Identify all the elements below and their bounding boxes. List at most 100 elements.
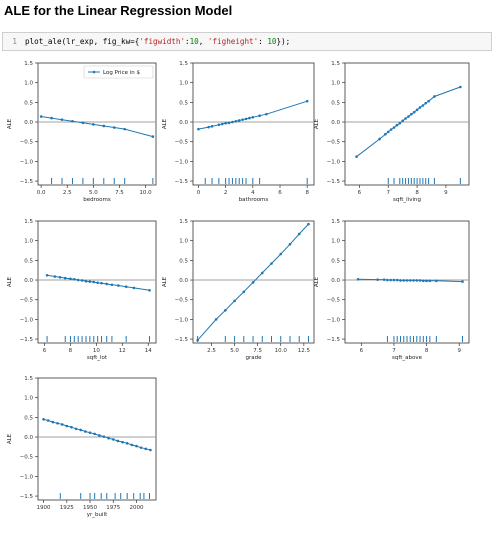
- ale-data-point: [395, 123, 399, 127]
- x-tick-label: 8: [305, 190, 309, 196]
- ale-data-point: [251, 281, 255, 284]
- ale-data-point: [92, 280, 96, 284]
- code-token: });: [276, 37, 291, 46]
- y-tick-label: 1.5: [331, 219, 340, 225]
- y-tick-label: 1.5: [24, 219, 33, 225]
- y-tick-label: −1.0: [175, 159, 189, 165]
- ale-data-point: [412, 110, 416, 114]
- y-tick-label: 1.0: [179, 239, 188, 245]
- ale-data-point: [425, 279, 428, 283]
- y-tick-label: 0.5: [24, 415, 33, 421]
- ale-data-point: [279, 252, 283, 256]
- ale-data-point: [415, 108, 419, 112]
- ale-data-point: [69, 277, 72, 281]
- ale-data-point: [260, 271, 264, 275]
- ale-series-line: [198, 100, 308, 130]
- ale-data-point: [237, 119, 241, 122]
- ale-data-point: [392, 278, 396, 282]
- code-token: ,: [198, 37, 208, 46]
- y-tick-label: −0.5: [20, 298, 34, 304]
- x-tick-label: 0.0: [37, 190, 46, 196]
- y-axis-label: ALE: [7, 276, 13, 287]
- ale-data-point: [265, 112, 268, 116]
- ale-data-point: [405, 279, 409, 282]
- ale-data-point: [407, 115, 410, 118]
- ale-data-point: [100, 281, 103, 285]
- plot-frame: [192, 62, 315, 186]
- y-tick-label: 0.5: [331, 258, 340, 264]
- code-line[interactable]: plot_ale(lr_exp, fig_kw={'figwidth':10, …: [25, 37, 290, 46]
- ale-data-point: [433, 95, 436, 98]
- legend-marker: [92, 70, 96, 74]
- x-tick-label: 10.0: [275, 348, 288, 354]
- ale-data-point: [389, 128, 393, 131]
- ale-data-point: [112, 126, 116, 129]
- ale-data-point: [50, 116, 53, 120]
- y-tick-label: 0.0: [24, 120, 33, 126]
- ale-data-point: [214, 318, 218, 321]
- code-cell[interactable]: 1 plot_ale(lr_exp, fig_kw={'figwidth':10,…: [2, 32, 492, 51]
- y-tick-label: 0.5: [24, 100, 33, 106]
- ale-data-point: [244, 117, 248, 121]
- ale-data-point: [88, 280, 92, 283]
- y-tick-label: 0.5: [179, 258, 188, 264]
- code-token: 'figwidth': [139, 37, 186, 46]
- y-axis-label: ALE: [162, 276, 168, 287]
- x-tick-label: 0: [197, 190, 201, 196]
- ale-data-point: [102, 435, 106, 438]
- ale-data-point: [98, 434, 101, 437]
- y-tick-label: 1.5: [179, 219, 188, 225]
- ale-data-point: [124, 285, 128, 289]
- x-tick-label: 12.5: [298, 348, 311, 354]
- ale-data-point: [356, 277, 360, 281]
- ale-data-point: [376, 278, 379, 281]
- y-tick-label: −1.5: [175, 337, 189, 343]
- x-tick-label: 5.0: [89, 190, 98, 196]
- ale-data-point: [39, 115, 43, 118]
- y-axis-label: ALE: [314, 276, 320, 287]
- ale-series-line: [41, 116, 154, 138]
- ale-data-point: [224, 121, 227, 125]
- ale-series-line: [43, 418, 151, 451]
- ale-data-point: [132, 286, 136, 290]
- y-tick-label: 0.0: [179, 278, 188, 284]
- y-tick-label: 1.5: [331, 61, 340, 67]
- ale-data-point: [258, 114, 261, 118]
- ale-data-point: [121, 440, 124, 444]
- x-tick-label: 1900: [37, 505, 51, 511]
- y-tick-label: −1.0: [20, 317, 34, 323]
- plot-frame: [37, 62, 157, 186]
- x-tick-label: 10: [93, 348, 100, 354]
- ale-data-point: [92, 123, 95, 126]
- ale-data-point: [81, 121, 85, 125]
- ale-data-point: [227, 121, 231, 125]
- ale-data-point: [117, 284, 120, 287]
- ale-data-point: [307, 222, 310, 226]
- ale-data-point: [105, 282, 109, 286]
- y-tick-label: 1.0: [331, 81, 340, 87]
- ale-data-point: [392, 126, 396, 129]
- x-tick-label: 9: [444, 190, 448, 196]
- ale-data-point: [402, 279, 406, 282]
- x-tick-label: 7.5: [115, 190, 124, 196]
- ale-data-point: [65, 424, 69, 428]
- code-token: :: [185, 37, 190, 46]
- ale-data-point: [110, 283, 114, 287]
- ale-data-point: [84, 279, 88, 283]
- ale-data-point: [241, 118, 244, 121]
- ale-data-point: [207, 125, 210, 129]
- ale-plot-bedrooms: 1.51.00.50.0−0.5−1.0−1.50.0 2.5 5.0 7.5 10.0…: [7, 61, 157, 203]
- y-tick-label: 1.5: [24, 61, 33, 67]
- ale-data-point: [233, 299, 236, 303]
- x-tick-label: 10.0: [139, 190, 152, 196]
- ale-data-point: [111, 438, 115, 441]
- y-tick-label: 0.5: [331, 100, 340, 106]
- x-tick-label: 6: [43, 348, 47, 354]
- x-tick-label: 2.5: [63, 190, 72, 196]
- x-tick-label: 8: [425, 348, 429, 354]
- ale-data-point: [71, 119, 74, 123]
- x-tick-label: 6: [278, 190, 282, 196]
- y-tick-label: 1.0: [24, 239, 33, 245]
- ale-data-point: [224, 309, 227, 312]
- ale-data-point: [151, 135, 155, 138]
